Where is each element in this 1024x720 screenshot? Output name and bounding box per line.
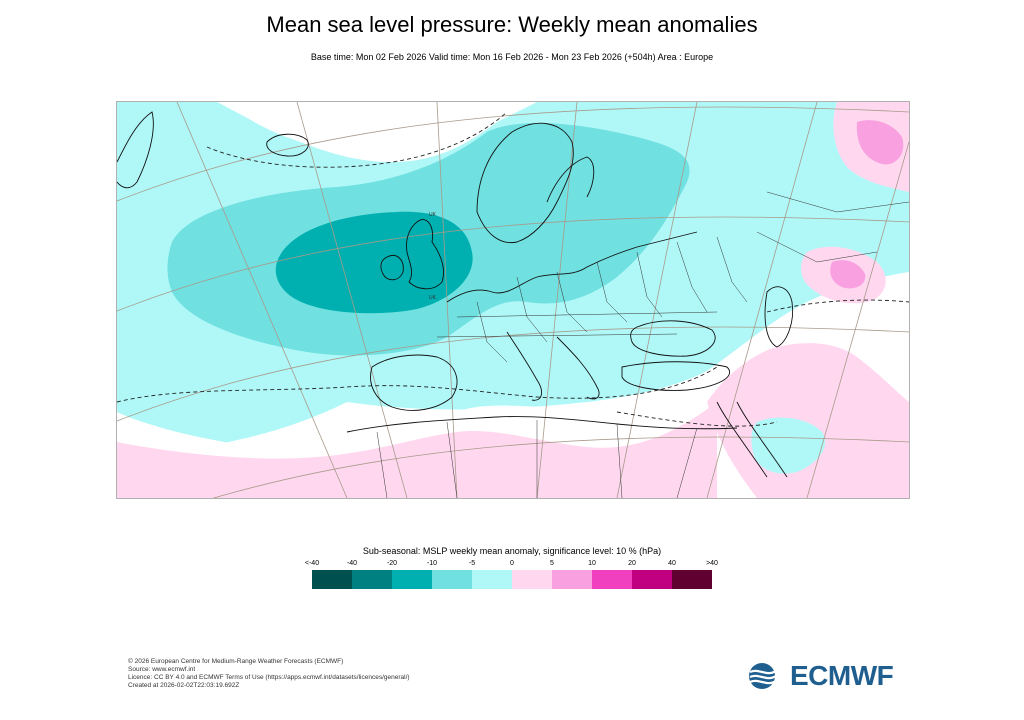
footer-created: Created at 2026-02-02T22:03:19.692Z <box>128 682 240 689</box>
ecmwf-logo-icon <box>749 663 786 689</box>
legend-swatch-0 <box>312 570 352 589</box>
legend-tick-10: >40 <box>706 560 718 567</box>
legend-tick-3: -10 <box>426 560 438 567</box>
legend-ticks: <-40 -40 -20 -10 -5 0 5 10 20 40 >40 <box>305 560 718 570</box>
coastlines <box>117 111 794 478</box>
anomaly-region-neutral-north <box>227 102 497 157</box>
legend-swatch-7 <box>592 570 632 589</box>
ecmwf-logo-text: ECMWF <box>790 660 894 691</box>
anomaly-region-cyan-eastmed <box>751 417 826 474</box>
legend-tick-1: -40 <box>346 560 358 567</box>
map-subtitle: Base time: Mon 02 Feb 2026 Valid time: M… <box>310 52 714 62</box>
graticule <box>117 102 909 498</box>
significance-contours <box>117 111 909 427</box>
legend-tick-2: -20 <box>386 560 398 567</box>
color-legend <box>312 570 712 589</box>
anomaly-region-magenta-caspian <box>830 260 866 289</box>
ecmwf-logo: ECMWF <box>748 660 894 691</box>
footer-credits: © 2026 European Centre for Medium-Range … <box>128 658 410 690</box>
anomaly-region-magenta-northeast <box>856 120 904 165</box>
legend-tick-0: <-40 <box>304 560 320 567</box>
legend-tick-8: 20 <box>628 560 636 567</box>
footer-source: Source: www.ecmwf.int <box>128 666 196 673</box>
anomaly-region-pink-southwest <box>117 402 717 498</box>
footer-copyright: © 2026 European Centre for Medium-Range … <box>128 658 344 665</box>
legend-tick-9: 40 <box>668 560 676 567</box>
anomaly-map: UK UK <box>116 101 910 499</box>
legend-title: Sub-seasonal: MSLP weekly mean anomaly, … <box>362 546 662 556</box>
legend-tick-6: 5 <box>550 560 554 567</box>
legend-swatch-4 <box>472 570 512 589</box>
place-label-uk-south: UK <box>429 295 437 301</box>
anomaly-region-dark-cyan <box>275 211 473 314</box>
country-borders <box>376 191 909 498</box>
legend-swatch-1 <box>352 570 392 589</box>
map-title: Mean sea level pressure: Weekly mean ano… <box>266 12 758 37</box>
legend-tick-4: -5 <box>468 560 476 567</box>
footer-licence: Licence: CC BY 4.0 and ECMWF Terms of Us… <box>128 674 410 681</box>
legend-tick-5: 0 <box>510 560 514 567</box>
legend-swatch-8 <box>632 570 672 589</box>
place-label-uk-north: UK <box>429 212 437 218</box>
legend-swatch-9 <box>672 570 712 589</box>
legend-swatch-2 <box>392 570 432 589</box>
legend-tick-7: 10 <box>588 560 596 567</box>
legend-swatch-6 <box>552 570 592 589</box>
map-canvas: UK UK <box>117 102 909 498</box>
legend-swatch-3 <box>432 570 472 589</box>
legend-swatch-5 <box>512 570 552 589</box>
